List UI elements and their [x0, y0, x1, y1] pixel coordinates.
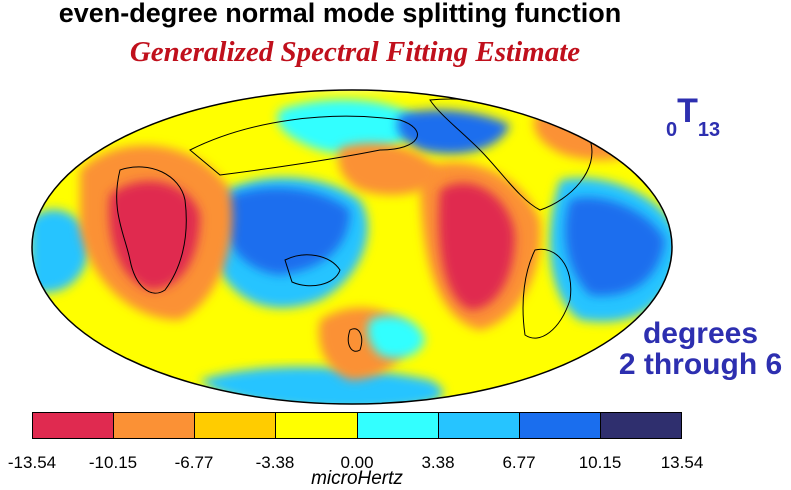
colorbar-tick-label: 0.00: [340, 453, 374, 472]
colorbar-tick-label: 13.54: [660, 453, 704, 472]
coast-australia: [284, 254, 341, 287]
colorbar-bin: [438, 413, 520, 438]
globe-outline: [31, 89, 673, 405]
coast-eurasia: [189, 115, 418, 176]
colorbar-ticks: -13.54 -10.15 -6.77 -3.38 0.00 3.38 6.77…: [0, 453, 791, 473]
colorbar-bin: [33, 413, 115, 438]
colorbar-bin: [195, 413, 277, 438]
colorbar: [32, 412, 682, 439]
colorbar-tick-label: 6.77: [502, 453, 536, 472]
coastlines: [116, 98, 593, 352]
page-title: even-degree normal mode splitting functi…: [58, 0, 622, 28]
field-red-africa: [109, 181, 200, 290]
mode-letter: T: [677, 92, 698, 130]
field-cyan-north: [277, 99, 420, 154]
coast-new-zealand: [347, 328, 363, 352]
field-orange-northwest: [338, 143, 440, 195]
colorbar-tick-label: 10.15: [578, 453, 622, 472]
field-blue-northpacific: [396, 109, 510, 154]
colorbar-bin: [519, 413, 601, 438]
mode-label: 0T13: [666, 92, 720, 142]
degrees-line-1: degrees: [642, 317, 759, 350]
colorbar-tick-label: -13.54: [7, 453, 57, 472]
colorbar-tick-label: -6.77: [174, 453, 214, 472]
colorbar-bin: [600, 413, 681, 438]
colorbar-tick-label: -10.15: [88, 453, 138, 472]
field-red-pacific: [438, 182, 515, 310]
colorbar-tick-label: -3.38: [255, 453, 295, 472]
field-cyan-southpacific: [367, 315, 425, 359]
degrees-label: degrees 2 through 6: [608, 318, 791, 380]
coast-africa: [116, 166, 187, 294]
colorbar-tick-label: 3.38: [421, 453, 455, 472]
colorbar-bin: [357, 413, 439, 438]
mode-prefix: 0: [666, 119, 678, 141]
field-deep-blue-pacific: [565, 197, 665, 296]
colorbar-bin: [276, 413, 358, 438]
colorbar-bin: [114, 413, 196, 438]
mode-suffix: 13: [697, 119, 721, 141]
map-field: [32, 90, 672, 404]
degrees-line-2: 2 through 6: [618, 348, 783, 381]
field-deep-blue-indonesia: [220, 187, 350, 275]
colorbar-unit: microHertz: [311, 468, 403, 489]
field-blue-westedge: [32, 209, 90, 293]
page-subtitle: Generalized Spectral Fitting Estimate: [129, 36, 581, 68]
coast-south-america: [522, 248, 572, 339]
